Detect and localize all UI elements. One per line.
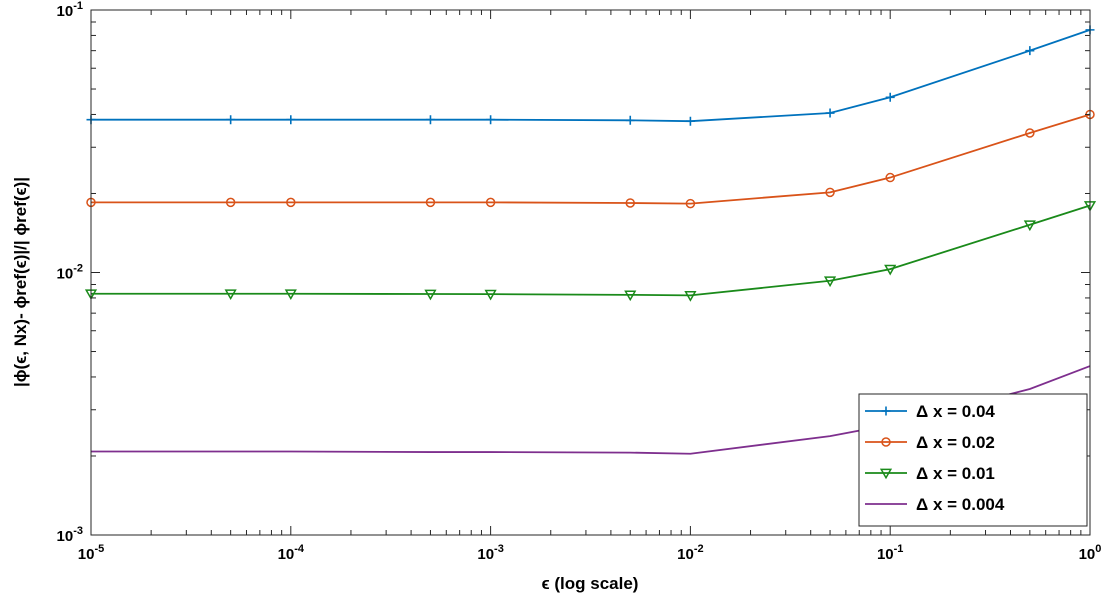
data-point [825, 187, 835, 198]
data-point [424, 289, 437, 301]
data-point [224, 289, 237, 301]
legend-marker [879, 468, 893, 480]
legend-item: Δ x = 0.04 [865, 402, 995, 421]
data-point [1023, 220, 1036, 232]
data-point [286, 115, 296, 125]
y-tick-label: 10-1 [57, 0, 83, 20]
series-line [91, 113, 1091, 205]
legend-label: Δ x = 0.02 [916, 433, 995, 452]
data-point [625, 115, 635, 125]
data-point [885, 92, 895, 102]
x-tick-label: 10-2 [677, 543, 703, 563]
data-point [286, 197, 296, 208]
x-axis-title: ϵ (log scale) [542, 574, 639, 593]
data-point [484, 289, 497, 301]
x-tick-label: 10-3 [477, 543, 503, 563]
data-point [1025, 46, 1035, 56]
data-point [225, 197, 236, 208]
data-point [884, 264, 897, 276]
legend-label: Δ x = 0.04 [916, 402, 995, 421]
data-point [625, 198, 636, 208]
data-point [1025, 128, 1035, 138]
x-tick-label: 10-5 [78, 543, 104, 563]
legend-label: Δ x = 0.01 [916, 464, 995, 483]
series-2 [86, 109, 1095, 209]
data-point [885, 172, 895, 183]
series-3 [84, 201, 1097, 302]
data-point [486, 115, 496, 125]
x-tick-label: 100 [1079, 543, 1102, 563]
series-line [91, 204, 1091, 297]
y-axis-title: |ϕ(ϵ, Nx)- ϕref(ϵ)|/| ϕref(ϵ)| [11, 177, 30, 387]
data-point [825, 108, 835, 118]
legend-item: Δ x = 0.02 [865, 433, 995, 452]
legend-marker [881, 406, 891, 416]
x-tick-label: 10-1 [877, 543, 903, 563]
data-point [823, 276, 837, 288]
data-point [425, 197, 436, 208]
legend: Δ x = 0.04 Δ x = 0.02 Δ x = 0.01 Δ x = 0.00… [858, 393, 1088, 527]
y-tick-label: 10-3 [57, 525, 83, 545]
legend-marker [881, 437, 891, 447]
x-tick-label: 10-4 [278, 543, 305, 563]
axes-layer: 10-5 10-4 10-3 10-2 10-1 100 10-3 10-2 10-1 [57, 0, 1102, 563]
data-point [624, 290, 637, 302]
data-point [685, 116, 695, 126]
data-point [685, 198, 696, 209]
data-point [226, 115, 236, 125]
legend-item: Δ x = 0.004 [865, 495, 1005, 514]
data-point [284, 289, 297, 301]
data-point [684, 291, 697, 302]
legend-item: Δ x = 0.01 [865, 464, 995, 483]
data-point [425, 115, 435, 125]
data-point [485, 197, 496, 208]
legend-label: Δ x = 0.004 [916, 495, 1005, 514]
y-tick-label: 10-2 [57, 263, 83, 283]
